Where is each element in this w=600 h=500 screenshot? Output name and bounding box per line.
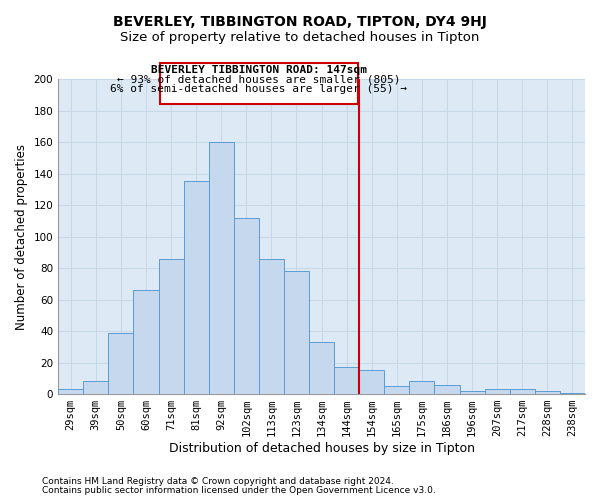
Text: ← 93% of detached houses are smaller (805): ← 93% of detached houses are smaller (80… <box>117 74 401 85</box>
Bar <box>460 391 485 394</box>
Bar <box>83 382 109 394</box>
Text: 6% of semi-detached houses are larger (55) →: 6% of semi-detached houses are larger (5… <box>110 84 407 94</box>
Bar <box>409 382 434 394</box>
Bar <box>535 391 560 394</box>
Text: Contains HM Land Registry data © Crown copyright and database right 2024.: Contains HM Land Registry data © Crown c… <box>42 477 394 486</box>
X-axis label: Distribution of detached houses by size in Tipton: Distribution of detached houses by size … <box>169 442 475 455</box>
Text: BEVERLEY TIBBINGTON ROAD: 147sqm: BEVERLEY TIBBINGTON ROAD: 147sqm <box>151 65 367 75</box>
Bar <box>284 271 309 394</box>
Bar <box>158 258 184 394</box>
Bar <box>485 390 510 394</box>
Bar <box>209 142 234 394</box>
Text: Size of property relative to detached houses in Tipton: Size of property relative to detached ho… <box>121 31 479 44</box>
Text: BEVERLEY, TIBBINGTON ROAD, TIPTON, DY4 9HJ: BEVERLEY, TIBBINGTON ROAD, TIPTON, DY4 9… <box>113 15 487 29</box>
Bar <box>58 390 83 394</box>
Bar <box>334 368 359 394</box>
Bar <box>510 390 535 394</box>
Bar <box>234 218 259 394</box>
Bar <box>133 290 158 394</box>
Bar <box>259 258 284 394</box>
Text: Contains public sector information licensed under the Open Government Licence v3: Contains public sector information licen… <box>42 486 436 495</box>
Bar <box>359 370 385 394</box>
Bar <box>109 332 133 394</box>
Y-axis label: Number of detached properties: Number of detached properties <box>15 144 28 330</box>
FancyBboxPatch shape <box>160 63 358 104</box>
Bar <box>434 384 460 394</box>
Bar <box>184 182 209 394</box>
Bar <box>309 342 334 394</box>
Bar <box>385 386 409 394</box>
Bar <box>560 392 585 394</box>
